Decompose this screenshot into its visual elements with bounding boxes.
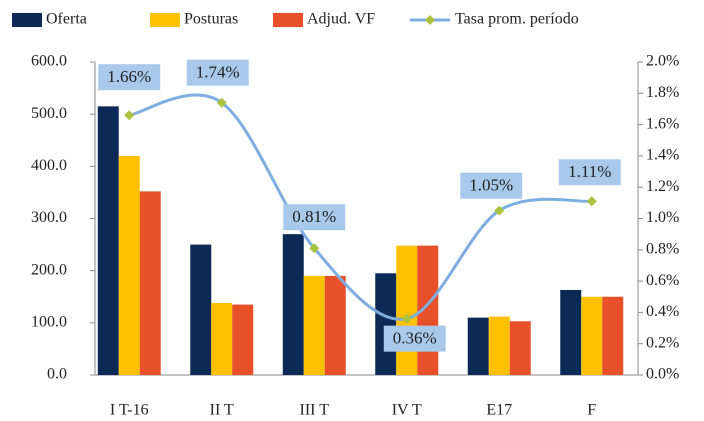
y-tick-label: 200.0 [31, 261, 67, 278]
y-tick-label: 0.0 [47, 366, 67, 383]
legend-swatch [12, 13, 42, 27]
bar [488, 316, 510, 375]
marker [216, 97, 227, 108]
y2-tick-label: 0.4% [646, 303, 679, 320]
bar [211, 303, 233, 375]
data-label-box [460, 172, 523, 199]
y2-tick-label: 1.4% [646, 147, 679, 164]
marker [309, 243, 320, 254]
marker [124, 110, 135, 121]
x-tick-label: F [587, 402, 596, 419]
bar [232, 304, 254, 375]
y-tick-label: 600.0 [31, 53, 67, 70]
y-tick-label: 100.0 [31, 314, 67, 331]
marker [401, 313, 412, 324]
bar [560, 289, 582, 375]
y2-tick-label: 1.6% [646, 115, 679, 132]
data-label: 1.66% [107, 67, 151, 86]
legend-label: Posturas [184, 11, 238, 28]
marker [586, 196, 597, 207]
y2-tick-label: 0.6% [646, 272, 679, 289]
y2-tick-label: 2.0% [646, 53, 679, 70]
x-tick-label: I T-16 [110, 402, 149, 419]
bar [581, 296, 603, 375]
y-tick-label: 500.0 [31, 105, 67, 122]
data-label-box [283, 204, 346, 231]
y2-tick-label: 0.0% [646, 366, 679, 383]
data-label-box [98, 64, 161, 91]
bar [375, 273, 397, 375]
y2-tick-label: 0.8% [646, 240, 679, 257]
x-tick-label: E17 [486, 402, 512, 419]
bar [396, 245, 418, 375]
y-tick-label: 300.0 [31, 209, 67, 226]
legend-swatch [273, 13, 303, 27]
data-label: 1.05% [469, 176, 513, 195]
y2-tick-label: 1.8% [646, 84, 679, 101]
legend-marker [425, 15, 435, 25]
legend-label: Oferta [46, 11, 87, 28]
marker [494, 205, 505, 216]
bar [509, 321, 531, 375]
bar [282, 234, 304, 375]
bar [190, 244, 212, 375]
bar [118, 155, 140, 375]
legend-swatch [150, 13, 180, 27]
y2-tick-label: 0.2% [646, 334, 679, 351]
data-label: 1.74% [196, 63, 240, 82]
bar [324, 275, 346, 375]
data-label: 0.81% [292, 207, 336, 226]
y2-tick-label: 1.2% [646, 178, 679, 195]
bar [97, 106, 119, 375]
bar [467, 317, 489, 375]
legend-label: Adjud. VF [307, 11, 375, 28]
data-label: 1.11% [568, 162, 611, 181]
data-label-box [186, 59, 249, 86]
data-label-box [383, 325, 446, 352]
bar [303, 275, 325, 375]
x-tick-label: II T [210, 402, 234, 419]
bar [602, 296, 624, 375]
data-label-box [558, 159, 621, 186]
y-tick-label: 400.0 [31, 157, 67, 174]
data-label: 0.36% [393, 329, 437, 348]
legend-label: Tasa prom. período [455, 11, 579, 28]
y2-tick-label: 1.0% [646, 209, 679, 226]
x-tick-label: III T [300, 402, 330, 419]
bar [139, 191, 161, 375]
x-tick-label: IV T [392, 402, 422, 419]
